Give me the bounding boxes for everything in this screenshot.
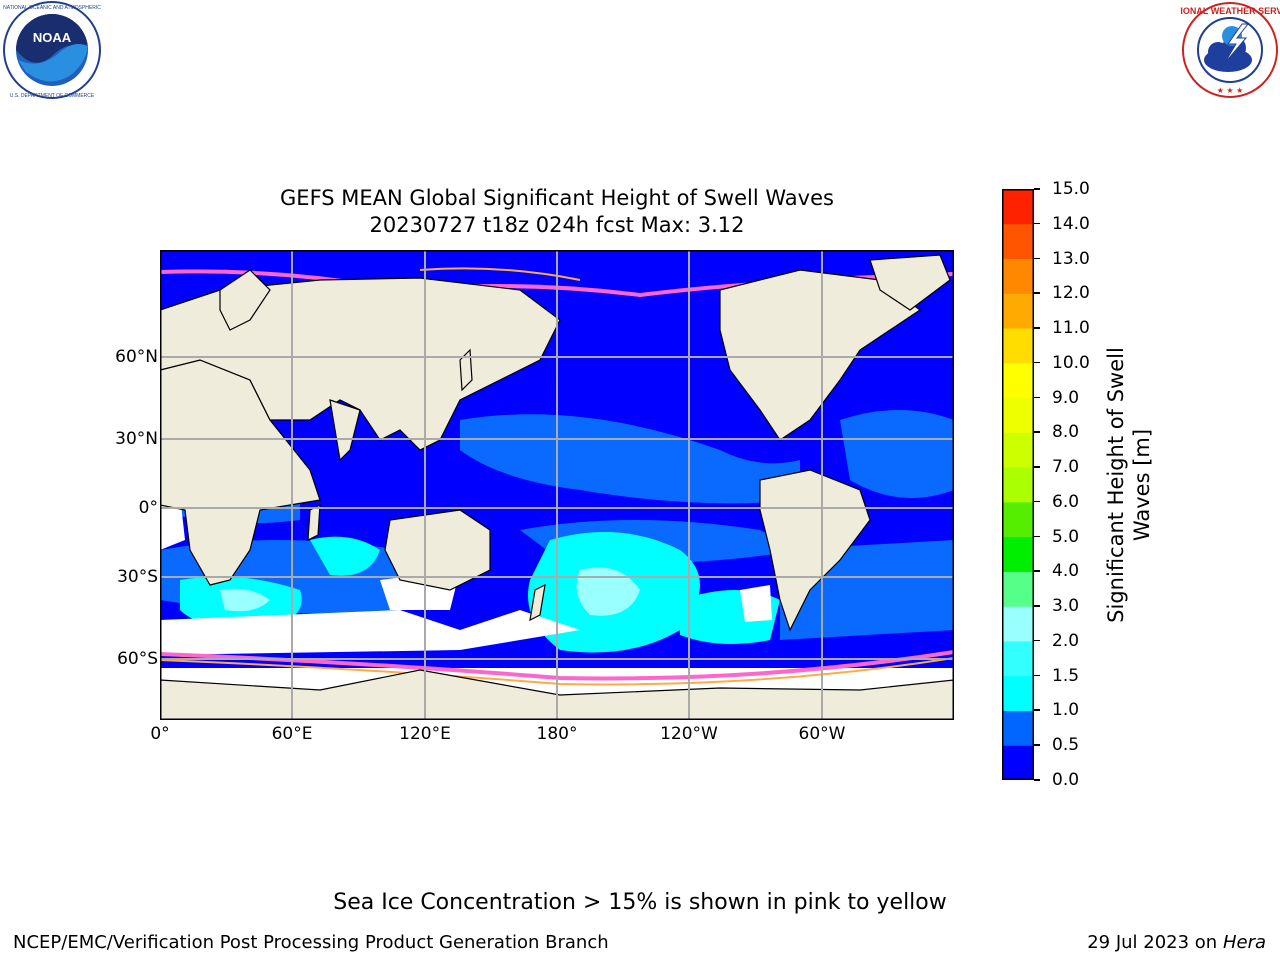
colorbar-tick-label: 1.5: [1052, 665, 1080, 686]
noaa-logo: NOAA NATIONAL OCEANIC AND ATMOSPHERIC U.…: [0, 0, 104, 100]
colorbar-tick-mark: [1034, 466, 1040, 468]
colorbar-tick-label: 3.0: [1052, 596, 1080, 617]
colorbar-segment: [1002, 258, 1034, 294]
colorbar-segment: [1002, 467, 1034, 503]
colorbar-tick-label: 12.0: [1052, 283, 1090, 304]
x-tick-60e: 60°E: [271, 724, 313, 744]
svg-text:NATIONAL OCEANIC AND ATMOSPHER: NATIONAL OCEANIC AND ATMOSPHERIC: [3, 5, 101, 11]
colorbar-tick-mark: [1034, 327, 1040, 329]
colorbar-tick-label: 0.5: [1052, 735, 1080, 756]
swell-map: [160, 250, 954, 720]
svg-text:★ ★ ★: ★ ★ ★: [1217, 86, 1244, 95]
colorbar-segment: [1002, 501, 1034, 538]
colorbar-tick-mark: [1034, 188, 1040, 190]
svg-text:NATIONAL WEATHER SERVICE: NATIONAL WEATHER SERVICE: [1180, 6, 1280, 16]
colorbar-tick-label: 15.0: [1052, 179, 1090, 199]
y-tick-30s: 30°S: [117, 567, 158, 587]
colorbar-label-line2: Waves [m]: [1130, 428, 1154, 542]
swell-field-2.0-3.0: [220, 567, 640, 616]
colorbar-tick-mark: [1034, 500, 1040, 503]
colorbar-tick-label: 1.0: [1052, 700, 1080, 721]
y-tick-0: 0°: [138, 498, 158, 518]
colorbar-tick-label: 6.0: [1052, 491, 1080, 512]
machine-name: Hera: [1222, 932, 1266, 953]
colorbar-tick-labels: 0.0 0.5 1.0 1.5 2.0 3.0 4.0 5.0 6.0 7.0 8.0 9.0 10.0…: [1034, 0, 1100, 960]
colorbar-label-line1: Significant Height of Swell: [1104, 347, 1128, 623]
run-date-text: 29 Jul 2023 on: [1087, 932, 1223, 953]
colorbar-segment: [1002, 328, 1034, 364]
sea-ice-note: Sea Ice Concentration > 15% is shown in …: [333, 890, 947, 915]
colorbar-tick-label: 9.0: [1052, 387, 1080, 408]
svg-text:NOAA: NOAA: [33, 30, 72, 45]
colorbar-tick-mark: [1034, 431, 1040, 433]
colorbar: [1002, 189, 1034, 781]
x-tick-120e: 120°E: [399, 724, 451, 744]
y-tick-30n: 30°N: [115, 429, 158, 449]
colorbar-segment: [1002, 223, 1034, 260]
colorbar-tick-label: 2.0: [1052, 630, 1080, 651]
y-tick-60s: 60°S: [117, 649, 158, 669]
map-subtitle: 20230727 t18z 024h fcst Max: 3.12: [369, 213, 745, 237]
x-tick-0: 0°: [150, 724, 170, 744]
colorbar-tick-mark: [1034, 222, 1040, 225]
colorbar-tick-label: 10.0: [1052, 352, 1090, 373]
svg-text:U.S. DEPARTMENT OF COMMERCE: U.S. DEPARTMENT OF COMMERCE: [10, 93, 95, 99]
colorbar-tick-mark: [1034, 396, 1040, 399]
colorbar-segment: [1002, 362, 1034, 399]
nws-logo: NATIONAL WEATHER SERVICE ★ ★ ★: [1163, 0, 1280, 100]
colorbar-tick-mark: [1034, 639, 1040, 642]
colorbar-tick-mark: [1034, 361, 1040, 364]
x-tick-180: 180°: [536, 724, 578, 744]
colorbar-tick-label: 11.0: [1052, 318, 1090, 339]
colorbar-tick-mark: [1034, 709, 1040, 711]
y-tick-60n: 60°N: [115, 347, 158, 367]
colorbar-tick-label: 5.0: [1052, 526, 1080, 547]
colorbar-tick-mark: [1034, 744, 1040, 746]
land-masses: [160, 254, 954, 720]
colorbar-tick-mark: [1034, 570, 1040, 572]
sea-ice-fringe-outer: [160, 267, 954, 686]
colorbar-segment: [1002, 640, 1034, 677]
colorbar-segment: [1002, 432, 1034, 468]
x-tick-60w: 60°W: [798, 724, 846, 744]
colorbar-segment: [1002, 536, 1034, 572]
map-title: GEFS MEAN Global Significant Height of S…: [280, 186, 834, 210]
colorbar-tick-mark: [1034, 674, 1040, 677]
colorbar-segment: [1002, 293, 1034, 329]
colorbar-segment: [1002, 397, 1034, 433]
colorbar-segment: [1002, 189, 1034, 225]
colorbar-tick-mark: [1034, 779, 1040, 781]
colorbar-segment: [1002, 606, 1034, 642]
colorbar-tick-mark: [1034, 605, 1040, 607]
graticule: [160, 250, 954, 720]
map-frame: [160, 250, 954, 720]
colorbar-segment: [1002, 745, 1034, 781]
colorbar-tick-label: 8.0: [1052, 422, 1080, 443]
colorbar-frame: [1002, 189, 1034, 780]
colorbar-tick-mark: [1034, 292, 1040, 294]
colorbar-tick-mark: [1034, 535, 1040, 538]
colorbar-tick-label: 7.0: [1052, 457, 1080, 478]
colorbar-tick-label: 14.0: [1052, 213, 1090, 234]
colorbar-segment: [1002, 571, 1034, 607]
colorbar-segment: [1002, 675, 1034, 711]
colorbar-tick-label: 13.0: [1052, 248, 1090, 269]
colorbar-tick-label: 4.0: [1052, 561, 1080, 582]
x-tick-120w: 120°W: [660, 724, 718, 744]
colorbar-tick-label: 0.0: [1052, 770, 1080, 790]
colorbar-tick-mark: [1034, 257, 1040, 260]
run-date: 29 Jul 2023 on Hera: [1087, 932, 1266, 953]
org-credit: NCEP/EMC/Verification Post Processing Pr…: [13, 932, 609, 953]
colorbar-segment: [1002, 710, 1034, 746]
